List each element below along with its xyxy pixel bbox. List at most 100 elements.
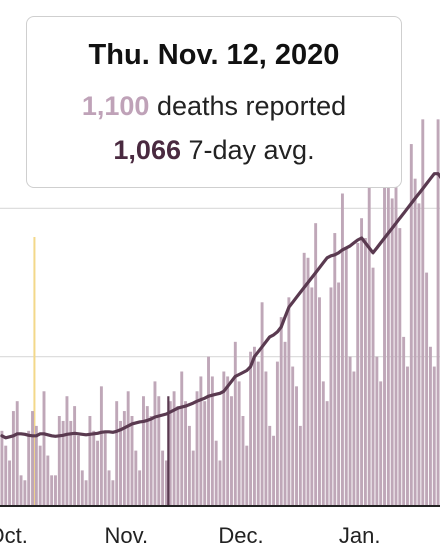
daily-bar xyxy=(38,445,42,505)
daily-bar xyxy=(383,178,386,505)
daily-bar xyxy=(27,430,31,505)
daily-bar xyxy=(34,425,38,505)
daily-bar xyxy=(11,411,15,505)
daily-bar xyxy=(31,411,34,505)
daily-bar xyxy=(421,119,425,505)
daily-bar xyxy=(394,139,398,505)
daily-bar xyxy=(287,297,291,505)
daily-bar xyxy=(19,475,23,505)
daily-bar xyxy=(390,198,394,505)
daily-bar xyxy=(402,336,406,505)
bar-series xyxy=(0,119,440,506)
daily-bar xyxy=(0,430,4,505)
daily-bar xyxy=(99,386,103,505)
daily-bar xyxy=(283,341,287,505)
daily-bar xyxy=(295,386,298,505)
daily-bar xyxy=(302,252,306,505)
daily-bar xyxy=(180,371,184,505)
daily-bar xyxy=(356,242,360,505)
daily-bar xyxy=(142,396,145,505)
daily-bar xyxy=(134,450,138,505)
daily-bar xyxy=(153,381,157,505)
daily-bar xyxy=(168,401,172,505)
daily-bar xyxy=(245,445,249,505)
daily-bar xyxy=(428,346,432,505)
daily-bar xyxy=(138,470,142,505)
daily-bar xyxy=(436,119,440,505)
daily-bar xyxy=(260,302,264,505)
avg-line xyxy=(0,172,440,440)
daily-bar xyxy=(203,401,207,505)
tooltip-avg-text: 7-day avg. xyxy=(188,135,315,165)
daily-bar xyxy=(279,317,283,505)
daily-bar xyxy=(107,470,111,505)
daily-bar xyxy=(406,366,409,505)
daily-bar xyxy=(65,396,69,505)
daily-bar xyxy=(195,391,199,505)
daily-bar xyxy=(310,287,314,505)
tooltip-avg-value: 1,066 xyxy=(113,135,181,165)
daily-bar xyxy=(413,178,417,505)
daily-bar xyxy=(371,267,375,505)
daily-bar xyxy=(321,381,325,505)
daily-bar xyxy=(164,460,168,505)
daily-bar xyxy=(80,470,84,505)
daily-bar xyxy=(172,391,176,505)
daily-bar xyxy=(199,376,203,505)
daily-bar xyxy=(4,445,8,505)
daily-bar xyxy=(161,450,165,505)
daily-bar xyxy=(191,450,195,505)
daily-bar xyxy=(367,178,371,505)
daily-bar xyxy=(233,341,237,505)
daily-bar xyxy=(54,475,57,505)
daily-bar xyxy=(218,460,222,505)
daily-bar xyxy=(409,144,413,506)
daily-bar xyxy=(184,401,188,505)
daily-bar xyxy=(363,238,367,505)
daily-bar xyxy=(252,346,256,505)
daily-bar xyxy=(88,416,92,505)
daily-bar xyxy=(119,420,122,505)
daily-bar xyxy=(50,475,54,505)
daily-bar xyxy=(149,416,153,505)
daily-bar xyxy=(348,356,352,505)
daily-bar xyxy=(76,435,80,505)
daily-bar xyxy=(73,406,77,505)
daily-bar xyxy=(96,440,100,505)
tooltip-daily-text: deaths reported xyxy=(156,91,347,121)
daily-bar xyxy=(210,376,214,505)
daily-bar xyxy=(256,361,260,505)
x-tick-label: Oct. xyxy=(0,523,28,548)
daily-bar xyxy=(398,228,402,505)
daily-bar xyxy=(145,406,149,505)
daily-bar xyxy=(379,381,383,505)
daily-bar xyxy=(275,361,279,505)
x-tick-label: Nov. xyxy=(104,523,148,548)
daily-bar xyxy=(57,416,61,505)
daily-bar xyxy=(69,420,73,505)
daily-bar xyxy=(130,416,134,505)
daily-bar xyxy=(61,420,65,505)
daily-bar xyxy=(84,480,88,505)
tooltip-avg-row: 1,066 7-day avg. xyxy=(27,135,401,166)
daily-bar xyxy=(325,401,329,505)
x-tick-label: Jan. xyxy=(339,523,381,548)
daily-bar xyxy=(298,425,302,505)
daily-bar xyxy=(268,425,272,505)
daily-bar xyxy=(337,282,341,505)
avg-line-series xyxy=(0,172,440,440)
daily-bar xyxy=(272,435,276,505)
daily-bar xyxy=(46,455,50,505)
daily-bar xyxy=(115,401,119,505)
daily-bar xyxy=(230,396,233,505)
hover-tooltip: Thu. Nov. 12, 2020 1,100 deaths reported… xyxy=(26,16,402,188)
daily-bar xyxy=(291,366,295,505)
daily-bar xyxy=(187,425,191,505)
daily-bar xyxy=(386,163,390,506)
daily-bar xyxy=(103,430,107,505)
daily-bar xyxy=(340,193,344,505)
daily-bar xyxy=(375,356,379,505)
daily-bar xyxy=(207,356,210,505)
x-axis: Sept.Oct.Nov.Dec.Jan. xyxy=(0,505,440,548)
daily-bar xyxy=(241,416,245,505)
